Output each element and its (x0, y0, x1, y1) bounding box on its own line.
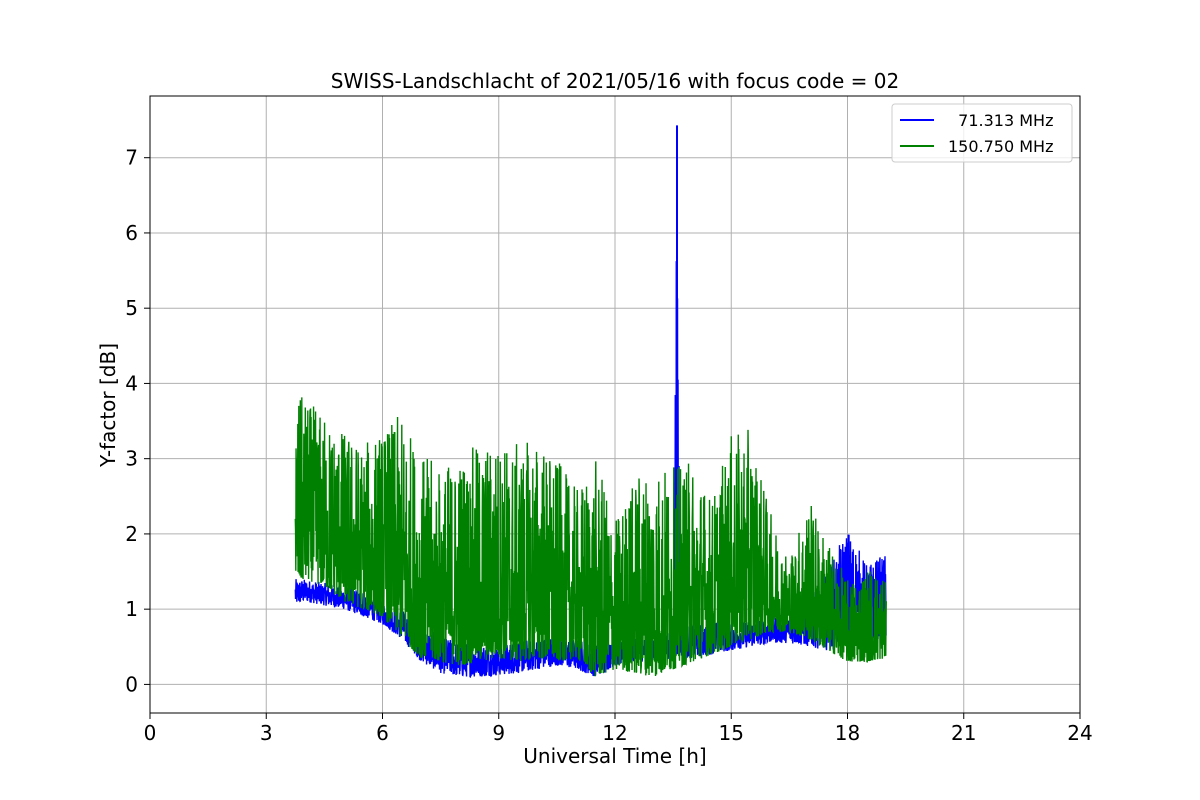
y-tick-label: 0 (125, 672, 138, 696)
y-tick-label: 5 (125, 296, 138, 320)
x-axis-label: Universal Time [h] (523, 744, 706, 768)
y-tick-label: 6 (125, 221, 138, 245)
x-tick-label: 12 (602, 721, 627, 745)
legend: 71.313 MHz 150.750 MHz (891, 103, 1073, 163)
y-axis-label: Y-factor [dB] (96, 343, 120, 468)
y-tick-label: 3 (125, 447, 138, 471)
legend-label-1: 150.750 MHz (948, 137, 1053, 156)
x-axis: 0 3 6 9 12 15 18 21 24 (144, 713, 1093, 745)
y-tick-label: 4 (125, 371, 138, 395)
x-tick-label: 15 (719, 721, 744, 745)
x-tick-label: 24 (1067, 721, 1092, 745)
series-line-1 (294, 397, 887, 677)
x-tick-label: 9 (492, 721, 505, 745)
x-tick-label: 6 (376, 721, 389, 745)
y-tick-label: 2 (125, 522, 138, 546)
y-axis: 0 1 2 3 4 5 6 7 (125, 146, 150, 696)
y-tick-label: 7 (125, 146, 138, 170)
chart-title: SWISS-Landschlacht of 2021/05/16 with fo… (331, 69, 899, 93)
x-tick-label: 21 (951, 721, 976, 745)
x-tick-label: 18 (835, 721, 860, 745)
plot-area (294, 125, 887, 679)
y-tick-label: 1 (125, 597, 138, 621)
x-tick-label: 0 (144, 721, 157, 745)
legend-label-0: 71.313 MHz (948, 111, 1053, 130)
legend-box (891, 103, 1073, 163)
x-tick-label: 3 (260, 721, 273, 745)
